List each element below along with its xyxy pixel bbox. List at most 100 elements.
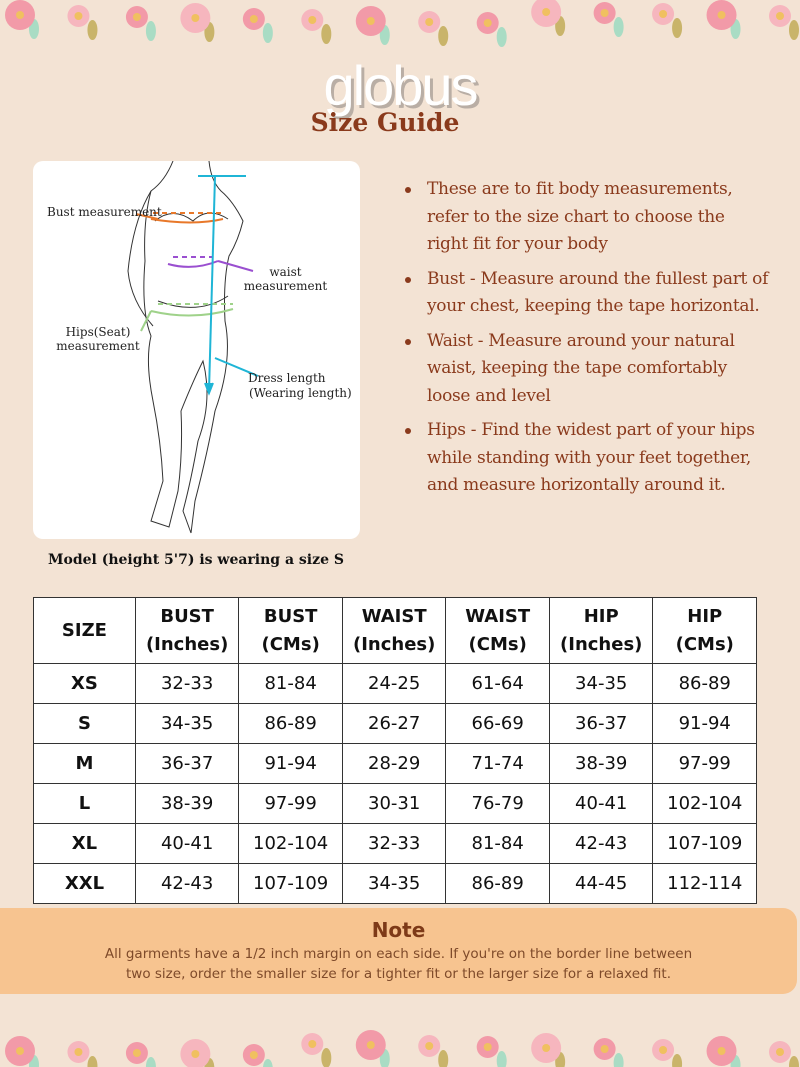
flower-center	[366, 17, 375, 25]
leaf-shape	[496, 1051, 507, 1067]
flower-center	[308, 1040, 317, 1048]
instruction-item: These are to fit body measurements, refe…	[400, 176, 770, 259]
leaf-shape	[321, 24, 332, 44]
measurement-cell: 76-79	[445, 783, 550, 824]
flower-center	[74, 1048, 83, 1056]
table-row: L 38-39 97-99 30-31 76-79 40-41 102-104	[33, 783, 757, 824]
column-header-unit: (Inches)	[352, 633, 436, 655]
flower-center	[776, 12, 784, 20]
flower-center	[16, 1047, 24, 1055]
measurement-cell: 32-33	[341, 823, 447, 864]
note-text-line2: two size, order the smaller size for a t…	[126, 966, 671, 982]
measurement-cell: 102-104	[652, 783, 757, 824]
body-sketch	[127, 161, 259, 534]
measurement-cell: 28-29	[341, 743, 447, 784]
measurement-cell: 91-94	[652, 703, 757, 744]
flower-center	[132, 13, 141, 21]
leaf-shape	[438, 1050, 449, 1067]
column-header-unit: (Inches)	[145, 633, 229, 655]
note-title: Note	[371, 918, 426, 942]
flower-center	[132, 1049, 141, 1057]
measurement-cell: 97-99	[652, 743, 757, 784]
column-header: WAIST (Inches)	[341, 597, 447, 664]
hips-label: Hips(Seat) measurement	[56, 325, 140, 353]
table-row: XXL 42-43 107-109 34-35 86-89 44-45 112-114	[33, 863, 757, 904]
size-cell: S	[33, 703, 136, 744]
flower-center	[249, 1051, 258, 1059]
size-cell: XXL	[33, 863, 136, 904]
bust-line	[135, 212, 224, 224]
flower-center	[191, 14, 200, 22]
table-row: XS 32-33 81-84 24-25 61-64 34-35 86-89	[33, 663, 757, 704]
flower-center	[542, 8, 551, 16]
flower-center	[425, 1042, 434, 1050]
measurement-cell: 71-74	[445, 743, 550, 784]
column-header: SIZE	[33, 597, 136, 664]
column-header-unit: (CMs)	[468, 633, 527, 655]
leaf-shape	[262, 1059, 273, 1067]
waist-line	[167, 256, 254, 272]
leaf-shape	[613, 17, 624, 37]
column-header-label: HIP	[687, 605, 723, 627]
leaf-shape	[145, 21, 156, 41]
measurement-cell: 40-41	[134, 823, 240, 864]
measurement-cell: 112-114	[652, 863, 757, 904]
brand-logo: globus	[323, 54, 478, 117]
measurement-cell: 86-89	[652, 663, 757, 704]
measurement-cell: 86-89	[238, 703, 343, 744]
measurement-cell: 61-64	[445, 663, 550, 704]
measurement-cell: 38-39	[548, 743, 654, 784]
leaf-shape	[87, 20, 98, 40]
measurement-cell: 40-41	[548, 783, 654, 824]
measurement-cell: 24-25	[341, 663, 447, 704]
leaf-shape	[321, 1048, 332, 1067]
measurement-cell: 34-35	[548, 663, 654, 704]
column-header-label: WAIST	[465, 605, 531, 627]
size-cell: M	[33, 743, 136, 784]
flower-center	[483, 19, 492, 27]
measurement-cell: 38-39	[134, 783, 240, 824]
size-cell: XL	[33, 823, 136, 864]
column-header-unit: (Inches)	[560, 633, 643, 655]
column-header: BUST (Inches)	[134, 597, 240, 664]
flower-center	[600, 9, 609, 17]
flower-center	[74, 12, 83, 20]
column-header: WAIST (CMs)	[445, 597, 550, 664]
column-header-label: WAIST	[361, 605, 427, 627]
leaf-shape	[672, 1054, 683, 1067]
leaf-shape	[789, 1056, 799, 1067]
flower-center	[659, 1046, 668, 1054]
floral-border-bottom	[5, 1030, 799, 1067]
table-row: XL 40-41 102-104 32-33 81-84 42-43 107-109	[33, 823, 757, 864]
measurement-cell: 81-84	[445, 823, 550, 864]
column-header: BUST (CMs)	[238, 597, 343, 664]
table-row: S 34-35 86-89 26-27 66-69 36-37 91-94	[33, 703, 757, 744]
flower-center	[717, 1047, 726, 1055]
dress-length-label: Dress length	[248, 371, 326, 385]
flower-center	[425, 18, 434, 26]
leaf-shape	[145, 1057, 156, 1067]
column-header-label: BUST	[263, 605, 318, 627]
measurement-cell: 42-43	[548, 823, 654, 864]
flower-center	[776, 1048, 784, 1056]
measurement-cell: 86-89	[445, 863, 550, 904]
leaf-shape	[262, 23, 273, 43]
leaf-shape	[496, 27, 507, 47]
size-cell: L	[33, 783, 136, 824]
flower-center	[600, 1045, 609, 1053]
measurement-cell: 107-109	[652, 823, 757, 864]
column-header-label: SIZE	[61, 619, 107, 641]
measurement-cell: 30-31	[341, 783, 447, 824]
instruction-item: Waist - Measure around your natural wais…	[400, 328, 770, 411]
floral-border-top	[5, 0, 799, 47]
leaf-shape	[438, 26, 449, 46]
flower-center	[659, 10, 668, 18]
table-row: M 36-37 91-94 28-29 71-74 38-39 97-99	[33, 743, 757, 784]
column-header-label: BUST	[160, 605, 214, 627]
measurement-cell: 97-99	[238, 783, 343, 824]
measurement-cell: 107-109	[238, 863, 343, 904]
waist-label: waist measurement	[243, 265, 328, 293]
measurement-cell: 34-35	[341, 863, 447, 904]
measurement-cell: 36-37	[134, 743, 240, 784]
column-header: HIP (Inches)	[548, 597, 654, 664]
